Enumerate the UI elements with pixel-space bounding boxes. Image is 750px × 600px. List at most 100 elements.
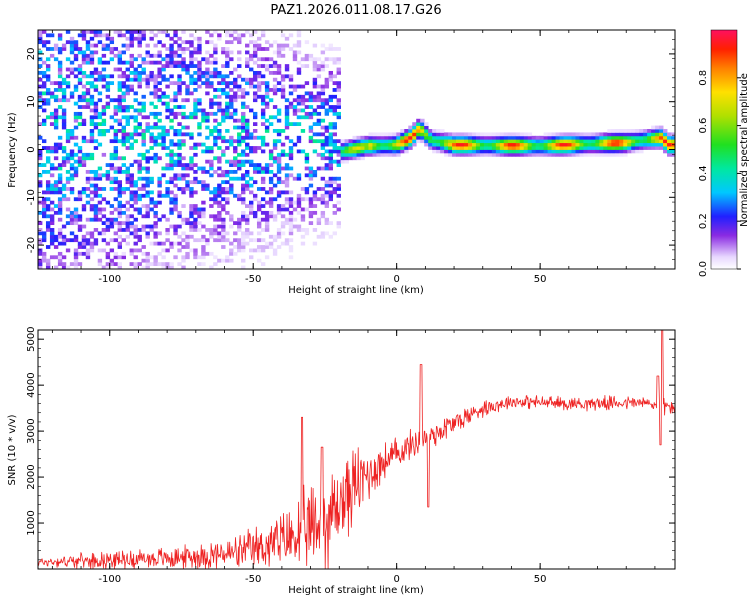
heatmap-cell: [444, 132, 449, 137]
heatmap-cell: [256, 238, 262, 243]
heatmap-cell: [348, 142, 353, 147]
heatmap-cell: [284, 241, 290, 246]
heatmap-cell: [272, 248, 278, 253]
heatmap-cell: [109, 139, 115, 144]
heatmap-cell: [185, 98, 190, 103]
heatmap-cell: [551, 135, 556, 140]
heatmap-cell: [177, 88, 182, 92]
heatmap-cell: [615, 142, 620, 147]
heatmap-cell: [193, 88, 198, 92]
heatmap-cell: [53, 125, 59, 130]
heatmap-cell: [539, 135, 545, 140]
heatmap-cell: [185, 183, 190, 188]
heatmap-cell: [336, 152, 341, 157]
heatmap-cell: [209, 40, 214, 45]
heatmap-cell: [221, 77, 226, 82]
heatmap-cell: [245, 152, 250, 157]
heatmap-cell: [209, 111, 214, 116]
heatmap-cell: [364, 146, 369, 150]
heatmap-cell: [73, 265, 79, 270]
heatmap-cell: [177, 132, 182, 137]
heatmap-cell: [225, 146, 230, 150]
heatmap-cell: [205, 111, 210, 116]
heatmap-cell: [73, 173, 79, 178]
heatmap-cell: [113, 118, 119, 123]
heatmap-cell: [288, 33, 294, 38]
heatmap-cell: [153, 224, 158, 229]
heatmap-cell: [268, 200, 274, 205]
colorbar-tick-label: 0.6: [698, 118, 709, 134]
heatmap-cell: [217, 129, 222, 133]
heatmap-cell: [300, 129, 306, 133]
heatmap-cell: [193, 105, 198, 109]
heatmap-cell: [233, 30, 238, 34]
heatmap-cell: [221, 152, 226, 157]
heatmap-cell: [475, 139, 481, 144]
heatmap-cell: [324, 84, 330, 89]
heatmap-cell: [260, 217, 266, 222]
heatmap-cell: [125, 122, 130, 126]
heatmap-cell: [260, 149, 266, 154]
heatmap-cell: [77, 163, 83, 167]
heatmap-cell: [105, 81, 111, 86]
heatmap-cell: [193, 146, 198, 150]
heatmap-cell: [145, 50, 150, 55]
heatmap-cell: [81, 163, 87, 167]
heatmap-cell: [225, 159, 230, 164]
heatmap-cell: [129, 70, 134, 75]
heatmap-cell: [141, 60, 146, 65]
heatmap-cell: [73, 47, 79, 51]
heatmap-cell: [193, 228, 198, 232]
heatmap-cell: [81, 84, 87, 89]
heatmap-cell: [177, 163, 182, 167]
heatmap-cell: [141, 142, 146, 147]
heatmap-cell: [49, 111, 55, 116]
heatmap-cell: [300, 115, 306, 120]
heatmap-cell: [535, 152, 541, 157]
heatmap-cell: [173, 193, 178, 198]
heatmap-cell: [169, 36, 174, 41]
heatmap-cell: [137, 132, 142, 137]
heatmap-cell: [280, 166, 286, 171]
heatmap-cell: [328, 234, 334, 239]
heatmap-cell: [125, 224, 130, 229]
heatmap-cell: [97, 74, 103, 79]
heatmap-cell: [444, 142, 449, 147]
heatmap-cell: [352, 139, 357, 144]
heatmap-cell: [483, 135, 489, 140]
heatmap-cell: [109, 262, 115, 266]
heatmap-cell: [221, 135, 226, 140]
heatmap-cell: [153, 77, 158, 82]
heatmap-cell: [105, 262, 111, 266]
heatmap-cell: [49, 221, 55, 226]
heatmap-cell: [73, 210, 79, 215]
heatmap-cell: [73, 88, 79, 92]
heatmap-cell: [117, 81, 123, 86]
heatmap-cell: [623, 135, 628, 140]
heatmap-cell: [89, 50, 95, 55]
heatmap-cell: [288, 204, 294, 208]
heatmap-cell: [304, 173, 310, 178]
heatmap-cell: [213, 125, 218, 130]
heatmap-cell: [77, 245, 83, 249]
heatmap-cell: [105, 163, 111, 167]
heatmap-cell: [659, 146, 664, 150]
heatmap-cell: [77, 81, 83, 86]
heatmap-cell: [268, 234, 274, 239]
heatmap-cell: [547, 149, 552, 154]
heatmap-cell: [201, 200, 206, 205]
heatmap-cell: [173, 50, 178, 55]
heatmap-cell: [185, 221, 190, 226]
heatmap-cell: [296, 122, 302, 126]
heatmap-cell: [615, 139, 620, 144]
heatmap-cell: [324, 98, 330, 103]
heatmap-cell: [213, 224, 218, 229]
heatmap-cell: [65, 214, 71, 219]
heatmap-cell: [515, 132, 521, 137]
heatmap-cell: [49, 187, 55, 191]
heatmap-cell: [113, 132, 119, 137]
heatmap-cell: [169, 180, 174, 185]
heatmap-cell: [65, 81, 71, 86]
heatmap-cell: [448, 152, 453, 157]
